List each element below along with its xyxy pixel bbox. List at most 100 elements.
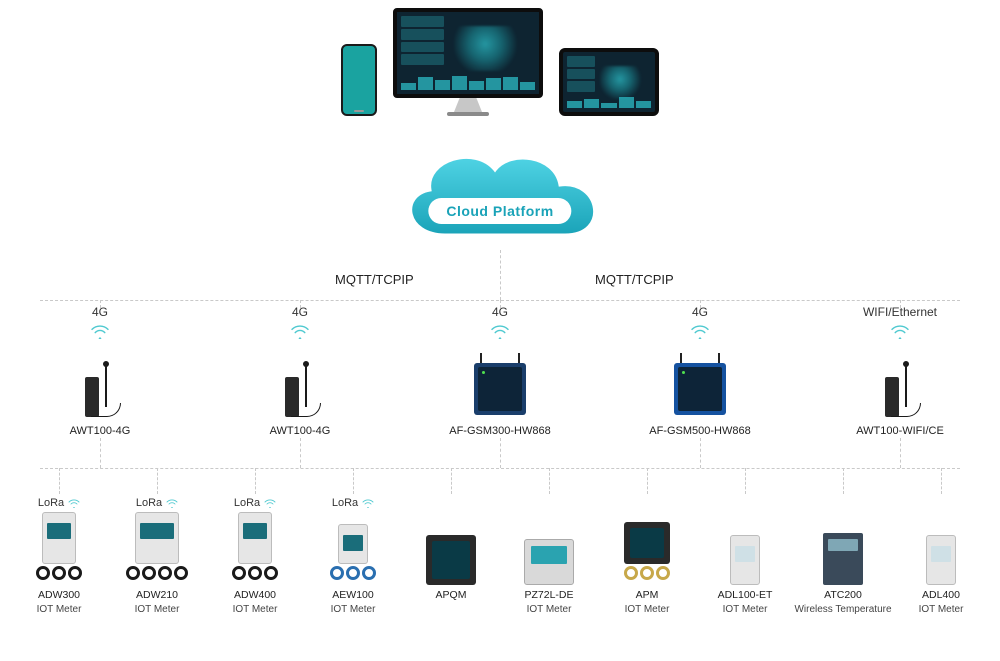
device-name: AEW100: [332, 589, 373, 602]
wifi-icon: [264, 498, 276, 508]
cloud-platform: Cloud Platform: [0, 140, 1000, 250]
device-6: APM IOT Meter: [598, 495, 696, 615]
wifi-icon: [890, 323, 910, 339]
protocol-label-right: MQTT/TCPIP: [595, 272, 674, 287]
device-name: PZ72L-DE: [524, 589, 573, 602]
device-subtitle: IOT Meter: [37, 604, 82, 615]
gateway-name: AF-GSM500-HW868: [649, 425, 750, 437]
device-subtitle: IOT Meter: [527, 604, 572, 615]
device-subtitle: IOT Meter: [625, 604, 670, 615]
cloud-icon: [385, 140, 615, 250]
device-2: LoRa ADW400 IOT Meter: [206, 495, 304, 615]
device-subtitle: IOT Meter: [233, 604, 278, 615]
device-subtitle: IOT Meter: [331, 604, 376, 615]
gateway-1: 4G AWT100-4G: [200, 305, 400, 437]
device-1: LoRa ADW210 IOT Meter: [108, 495, 206, 615]
gateway-drop-0: [100, 300, 101, 308]
display-devices-row: [0, 8, 1000, 116]
wifi-icon: [490, 323, 510, 339]
device-icon: [222, 513, 288, 585]
device-name: ADW400: [234, 589, 276, 602]
device-name: ADL400: [922, 589, 960, 602]
device-icon: [320, 513, 386, 585]
gateway-drop-4: [900, 300, 901, 308]
device-drop-0: [59, 468, 60, 494]
device-4: APQM: [402, 495, 500, 615]
device-row: LoRa ADW300 IOT Meter LoRa ADW210 IOT Me…: [10, 495, 990, 615]
device-3: LoRa AEW100 IOT Meter: [304, 495, 402, 615]
device-conn-label: LoRa: [38, 495, 80, 511]
gateway-to-device-drop-3: [700, 438, 701, 468]
gateway-device-icon: [868, 361, 932, 417]
device-icon: [908, 513, 974, 585]
cloud-platform-label: Cloud Platform: [428, 198, 571, 224]
wifi-icon: [362, 498, 374, 508]
device-name: ATC200: [824, 589, 862, 602]
device-icon: [712, 513, 778, 585]
gateway-to-device-drop-1: [300, 438, 301, 468]
gateway-name: AF-GSM300-HW868: [449, 425, 550, 437]
device-name: APQM: [436, 589, 467, 602]
wifi-icon: [68, 498, 80, 508]
gateway-to-device-drop-0: [100, 438, 101, 468]
phone-icon: [341, 44, 377, 116]
device-drop-1: [157, 468, 158, 494]
device-icon: [810, 513, 876, 585]
device-drop-9: [941, 468, 942, 494]
gateway-drop-2: [500, 300, 501, 308]
device-subtitle: Wireless Temperature: [794, 604, 891, 615]
device-0: LoRa ADW300 IOT Meter: [10, 495, 108, 615]
device-icon: [516, 513, 582, 585]
device-name: ADW300: [38, 589, 80, 602]
device-8: ATC200 Wireless Temperature: [794, 495, 892, 615]
device-name: APM: [636, 589, 659, 602]
device-icon: [124, 513, 190, 585]
desktop-monitor-icon: [393, 8, 543, 116]
gateway-device-icon: [68, 361, 132, 417]
gateway-name: AWT100-WIFI/CE: [856, 425, 944, 437]
protocol-label-left: MQTT/TCPIP: [335, 272, 414, 287]
tier-line-devices: [40, 468, 960, 469]
wifi-icon: [166, 498, 178, 508]
gateway-device-icon: [468, 361, 532, 417]
gateway-drop-3: [700, 300, 701, 308]
gateway-0: 4G AWT100-4G: [0, 305, 200, 437]
gateway-row: 4G AWT100-4G 4G AWT100-4G 4G AF-GSM300-H…: [0, 305, 1000, 437]
gateway-2: 4G AF-GSM300-HW868: [400, 305, 600, 437]
gateway-4: WIFI/Ethernet AWT100-WIFI/CE: [800, 305, 1000, 437]
device-icon: [614, 513, 680, 585]
cloud-drop-line: [500, 250, 501, 300]
gateway-name: AWT100-4G: [70, 425, 131, 437]
device-drop-7: [745, 468, 746, 494]
device-subtitle: IOT Meter: [135, 604, 180, 615]
wifi-icon: [90, 323, 110, 339]
gateway-3: 4G AF-GSM500-HW868: [600, 305, 800, 437]
device-subtitle: IOT Meter: [723, 604, 768, 615]
device-subtitle: IOT Meter: [919, 604, 964, 615]
device-9: ADL400 IOT Meter: [892, 495, 990, 615]
device-drop-3: [353, 468, 354, 494]
device-drop-6: [647, 468, 648, 494]
wifi-icon: [290, 323, 310, 339]
device-drop-2: [255, 468, 256, 494]
device-conn-label: LoRa: [136, 495, 178, 511]
gateway-to-device-drop-2: [500, 438, 501, 468]
gateway-to-device-drop-4: [900, 438, 901, 468]
device-5: PZ72L-DE IOT Meter: [500, 495, 598, 615]
device-icon: [418, 513, 484, 585]
device-drop-5: [549, 468, 550, 494]
tablet-icon: [559, 48, 659, 116]
wifi-icon: [690, 323, 710, 339]
gateway-device-icon: [268, 361, 332, 417]
device-icon: [26, 513, 92, 585]
gateway-device-icon: [668, 361, 732, 417]
device-name: ADL100-ET: [718, 589, 773, 602]
device-name: ADW210: [136, 589, 178, 602]
device-7: ADL100-ET IOT Meter: [696, 495, 794, 615]
gateway-drop-1: [300, 300, 301, 308]
device-drop-8: [843, 468, 844, 494]
device-conn-label: LoRa: [234, 495, 276, 511]
gateway-name: AWT100-4G: [270, 425, 331, 437]
device-drop-4: [451, 468, 452, 494]
device-conn-label: LoRa: [332, 495, 374, 511]
